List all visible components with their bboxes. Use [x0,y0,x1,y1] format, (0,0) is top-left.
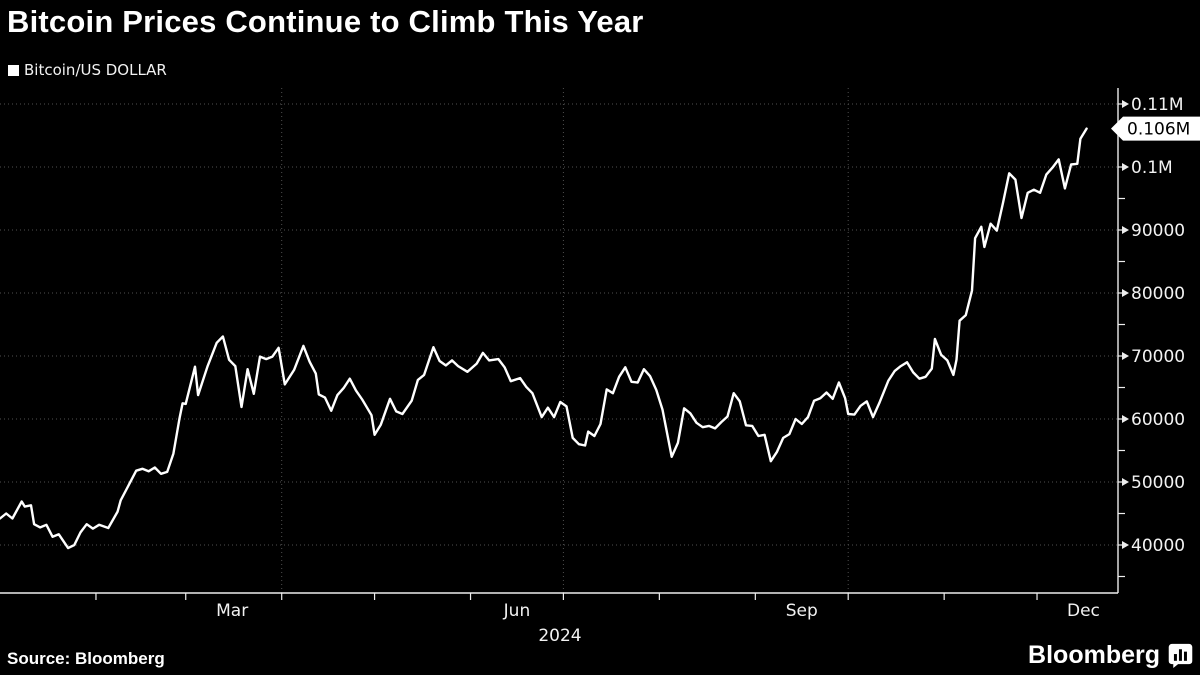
svg-text:90000: 90000 [1131,221,1185,241]
bloomberg-wordmark: Bloomberg [1028,641,1160,669]
price-line [0,127,1088,550]
bloomberg-brand: Bloomberg [1028,641,1194,670]
chart-legend: Bitcoin/US DOLLAR [8,61,167,79]
svg-text:Mar: Mar [216,601,248,621]
bloomberg-logo-icon [1168,643,1193,669]
axes [0,88,1119,594]
y-gridlines [0,103,1118,546]
svg-text:Jun: Jun [503,601,531,621]
svg-text:0.11M: 0.11M [1131,95,1184,115]
svg-text:70000: 70000 [1131,347,1185,367]
svg-text:Sep: Sep [786,601,818,621]
x-gridlines [281,88,849,593]
y-tick-labels: 0.11M 0.1M 90000 80000 70000 60000 50000 40000 [1131,95,1185,556]
year-label: 2024 [538,626,581,646]
svg-text:80000: 80000 [1131,284,1185,304]
y-ticks-major [1118,100,1129,549]
series-swatch-icon [8,64,19,76]
x-ticks [95,593,1038,600]
svg-text:Dec: Dec [1067,601,1100,621]
svg-text:0.106M: 0.106M [1127,120,1190,140]
svg-text:50000: 50000 [1131,473,1185,493]
svg-text:0.1M: 0.1M [1131,158,1173,178]
last-price-callout: 0.106M [1111,116,1200,141]
svg-text:60000: 60000 [1131,410,1185,430]
x-tick-labels: Mar Jun Sep Dec 2024 [216,601,1100,646]
svg-text:40000: 40000 [1131,536,1185,556]
source-credit: Source: Bloomberg [7,649,165,668]
chart-title: Bitcoin Prices Continue to Climb This Ye… [7,4,644,39]
series-label: Bitcoin/US DOLLAR [24,61,167,79]
